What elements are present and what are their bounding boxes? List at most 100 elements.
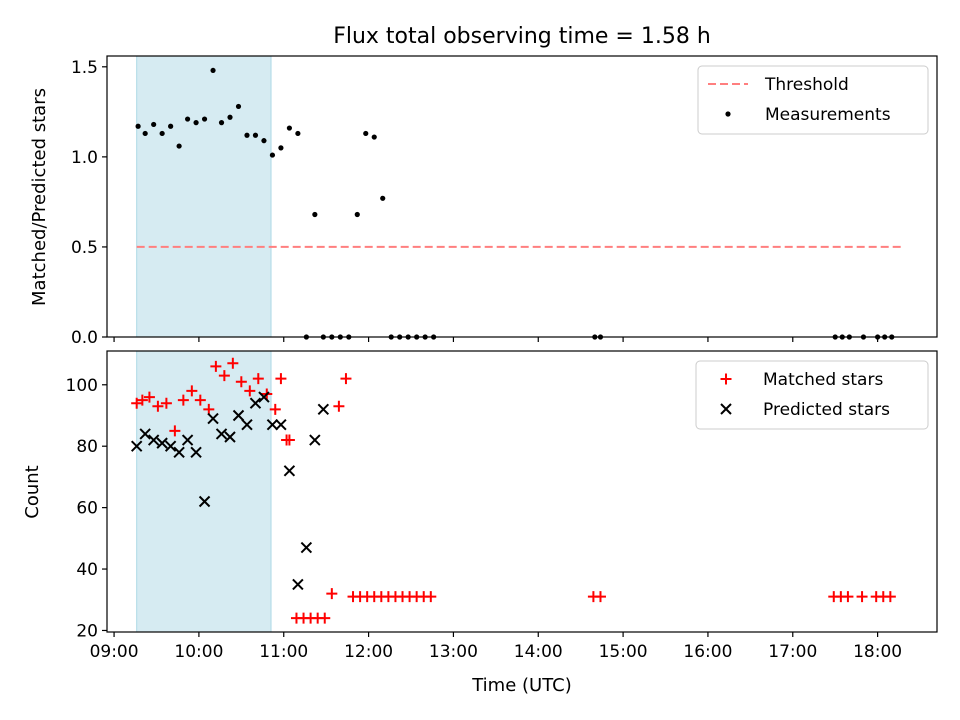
matched-stars-point [425,591,437,603]
matched-stars-point [283,434,295,446]
matched-stars-point [333,400,345,412]
measurement-point [278,145,284,151]
predicted-stars-point [241,418,253,431]
x-tick-label: 18:00 [853,642,902,662]
measurement-point [159,130,165,137]
y-tick-label: 60 [76,499,98,519]
measurement-point [380,195,386,201]
x-tick-label: 17:00 [768,642,817,662]
matched-stars-point [319,612,331,624]
count-panel: 20 40 60 80 100 09:00 10:00 11:00 12:00 13:00 14:… [22,350,938,696]
measurement-point [295,130,301,137]
measurement-point [135,123,141,129]
measurement-point [244,132,250,138]
matched-stars-point [275,373,287,385]
legend-box [697,65,929,135]
predicted-stars-point [292,578,304,591]
predicted-stars-point [164,440,177,452]
y-tick-label: 1.5 [71,58,98,78]
measurement-point [184,116,191,122]
matched-stars-point [856,591,868,603]
predicted-stars-point [215,428,228,440]
predicted-stars-point [232,409,245,422]
measurement-point [286,125,293,131]
x-tick-label: 16:00 [683,642,732,662]
y-tick-label: 20 [76,621,98,641]
ratio-y-axis-label: Matched/Predicted stars [29,88,50,306]
measurement-point [227,114,233,120]
matched-stars-point [594,591,606,603]
measurement-point [168,123,174,129]
matched-stars-point [884,591,896,603]
measurement-point [193,120,199,126]
predicted-stars-point [258,391,270,403]
matched-stars-point [218,370,230,382]
matched-stars-point [186,385,198,397]
measurement-point [363,130,369,137]
x-tick-label: 13:00 [429,642,478,662]
predicted-stars-point [139,428,151,440]
predicted-stars-point [181,434,194,446]
x-tick-label: 14:00 [514,642,563,662]
predicted-stars-point [249,397,262,409]
count-legend: Matched stars Predicted stars [695,360,929,430]
matched-stars-point [227,357,239,369]
predicted-stars-point [309,434,321,446]
legend-label: Predicted stars [763,400,890,420]
y-tick-label: 0.5 [71,238,98,258]
predicted-stars-point [283,465,296,477]
chart-title: Flux total observing time = 1.58 h [333,24,711,49]
legend-label: Matched stars [763,370,883,390]
predicted-stars-point [147,434,160,446]
ratio-legend: Threshold Measurements [697,65,929,135]
matched-stars-point [842,591,854,603]
matched-stars-point [340,373,352,385]
measurement-point [201,116,208,122]
x-tick-label: 11:00 [259,642,308,662]
measurement-point [261,138,267,144]
measurement-point [252,132,259,138]
matched-stars-point [269,403,281,415]
legend-predicted-swatch [720,403,732,415]
predicted-stars-point [130,440,143,452]
x-tick-label: 10:00 [174,642,223,662]
matched-stars-point [244,385,256,397]
measurement-point [142,130,148,137]
predicted-stars-point [317,403,330,416]
measurement-point [151,121,157,128]
measurement-point [176,143,182,149]
predicted-stars-point [173,446,185,459]
legend-label: Measurements [765,105,891,125]
x-tick-label: 09:00 [90,642,139,662]
y-tick-label: 40 [76,560,98,580]
matched-stars-point [326,588,338,600]
predicted-stars-point [207,412,219,425]
ratio-panel-frame [106,55,938,338]
measurement-point [312,211,318,218]
legend-box [695,360,929,430]
y-tick-label: 100 [66,376,98,396]
matched-stars-point [143,391,155,403]
measurement-point [354,211,360,218]
predicted-stars-point [275,418,287,431]
matched-stars-point [169,425,181,437]
measurement-point [218,120,225,126]
matched-stars-point [235,376,247,388]
legend-matched-swatch [720,373,732,385]
predicted-stars-point [266,418,279,431]
matched-stars-point [160,397,172,409]
observing-span [136,55,272,338]
x-tick-label: 12:00 [344,642,393,662]
count-panel-frame [106,350,938,633]
matched-stars-point [136,394,148,406]
y-tick-label: 0.0 [71,328,98,348]
count-y-axis-label: Count [22,465,43,518]
predicted-stars-point [224,431,236,443]
measurement-point [235,103,242,110]
matched-stars-point [131,397,143,409]
matched-stars-point [152,400,164,412]
predicted-stars-point [190,446,202,459]
predicted-stars-point [198,495,211,508]
measurement-point [269,152,276,158]
